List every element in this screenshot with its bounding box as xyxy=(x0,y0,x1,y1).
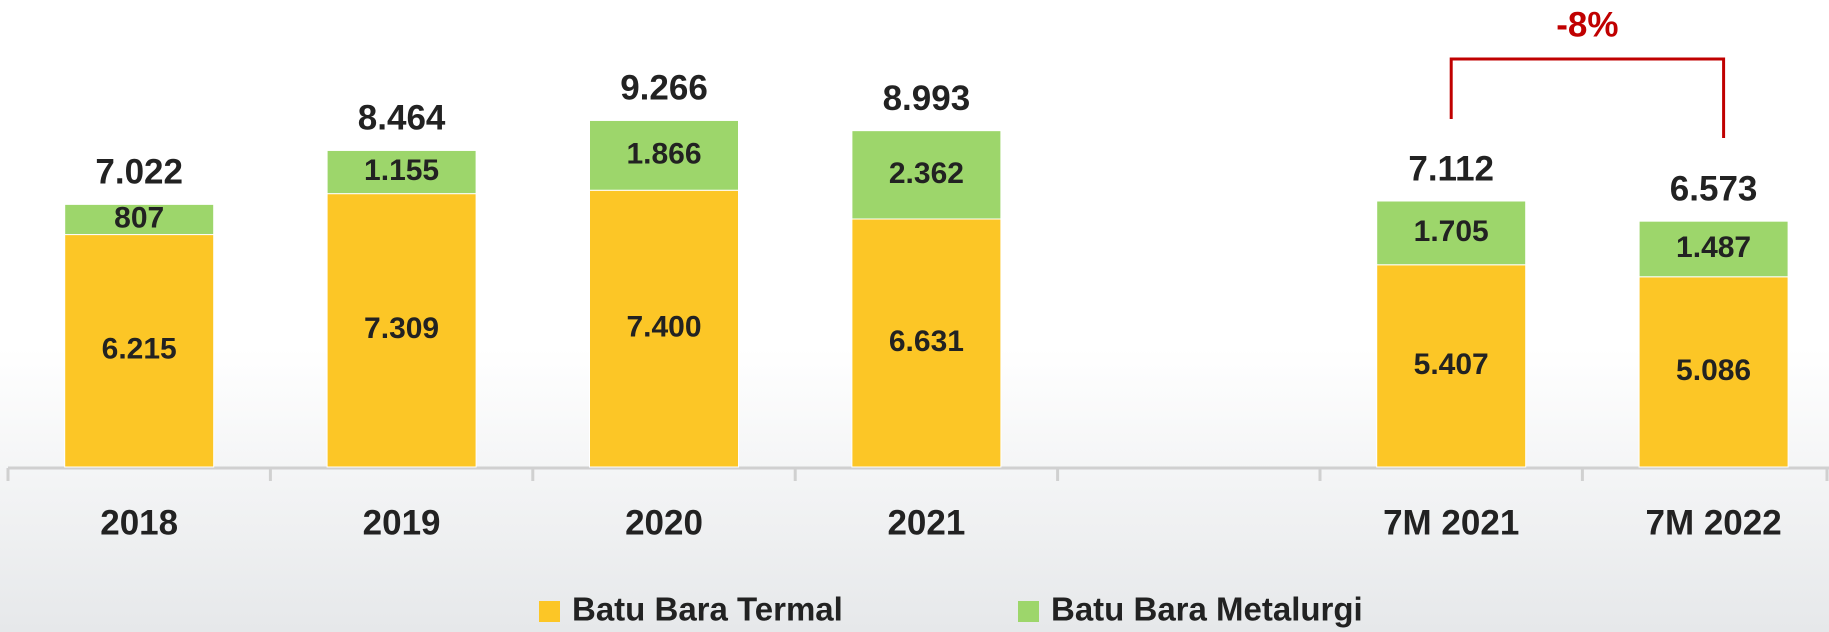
x-tick-label: 7M 2021 xyxy=(1383,503,1519,542)
x-tick-label: 2018 xyxy=(100,503,178,542)
value-label: 6.215 xyxy=(102,333,177,366)
page: {"chart_data": {"type": "stacked-bar", "… xyxy=(0,0,1829,632)
total-label: 9.266 xyxy=(620,69,708,108)
x-tick-label: 7M 2022 xyxy=(1645,503,1781,542)
legend-label: Batu Bara Termal xyxy=(572,591,843,628)
annotation-label: -8% xyxy=(1556,5,1618,44)
value-label: 7.400 xyxy=(626,311,701,344)
value-label: 5.086 xyxy=(1676,354,1751,387)
x-tick-label: 2021 xyxy=(887,503,965,542)
total-label: 7.022 xyxy=(95,153,183,192)
value-label: 807 xyxy=(114,201,164,234)
x-tick-label: 2020 xyxy=(625,503,703,542)
total-label: 8.993 xyxy=(883,79,971,118)
legend-label: Batu Bara Metalurgi xyxy=(1051,591,1363,628)
total-label: 8.464 xyxy=(358,99,446,138)
total-label: 7.112 xyxy=(1408,149,1494,188)
value-label: 1.705 xyxy=(1414,215,1489,248)
value-label: 5.407 xyxy=(1414,348,1489,381)
value-label: 6.631 xyxy=(889,325,964,358)
value-label: 1.487 xyxy=(1676,231,1751,264)
value-label: 2.362 xyxy=(889,157,964,190)
total-label: 6.573 xyxy=(1670,169,1758,208)
value-label: 1.866 xyxy=(626,137,701,170)
value-label: 7.309 xyxy=(364,312,439,345)
x-tick-label: 2019 xyxy=(363,503,441,542)
value-label: 1.155 xyxy=(364,154,439,187)
legend-swatch xyxy=(1018,601,1039,622)
legend-swatch xyxy=(539,601,560,622)
chart: 2018 6.215 807 7.022 2019 7.309 1.155 8.464 2020… xyxy=(0,0,1829,632)
